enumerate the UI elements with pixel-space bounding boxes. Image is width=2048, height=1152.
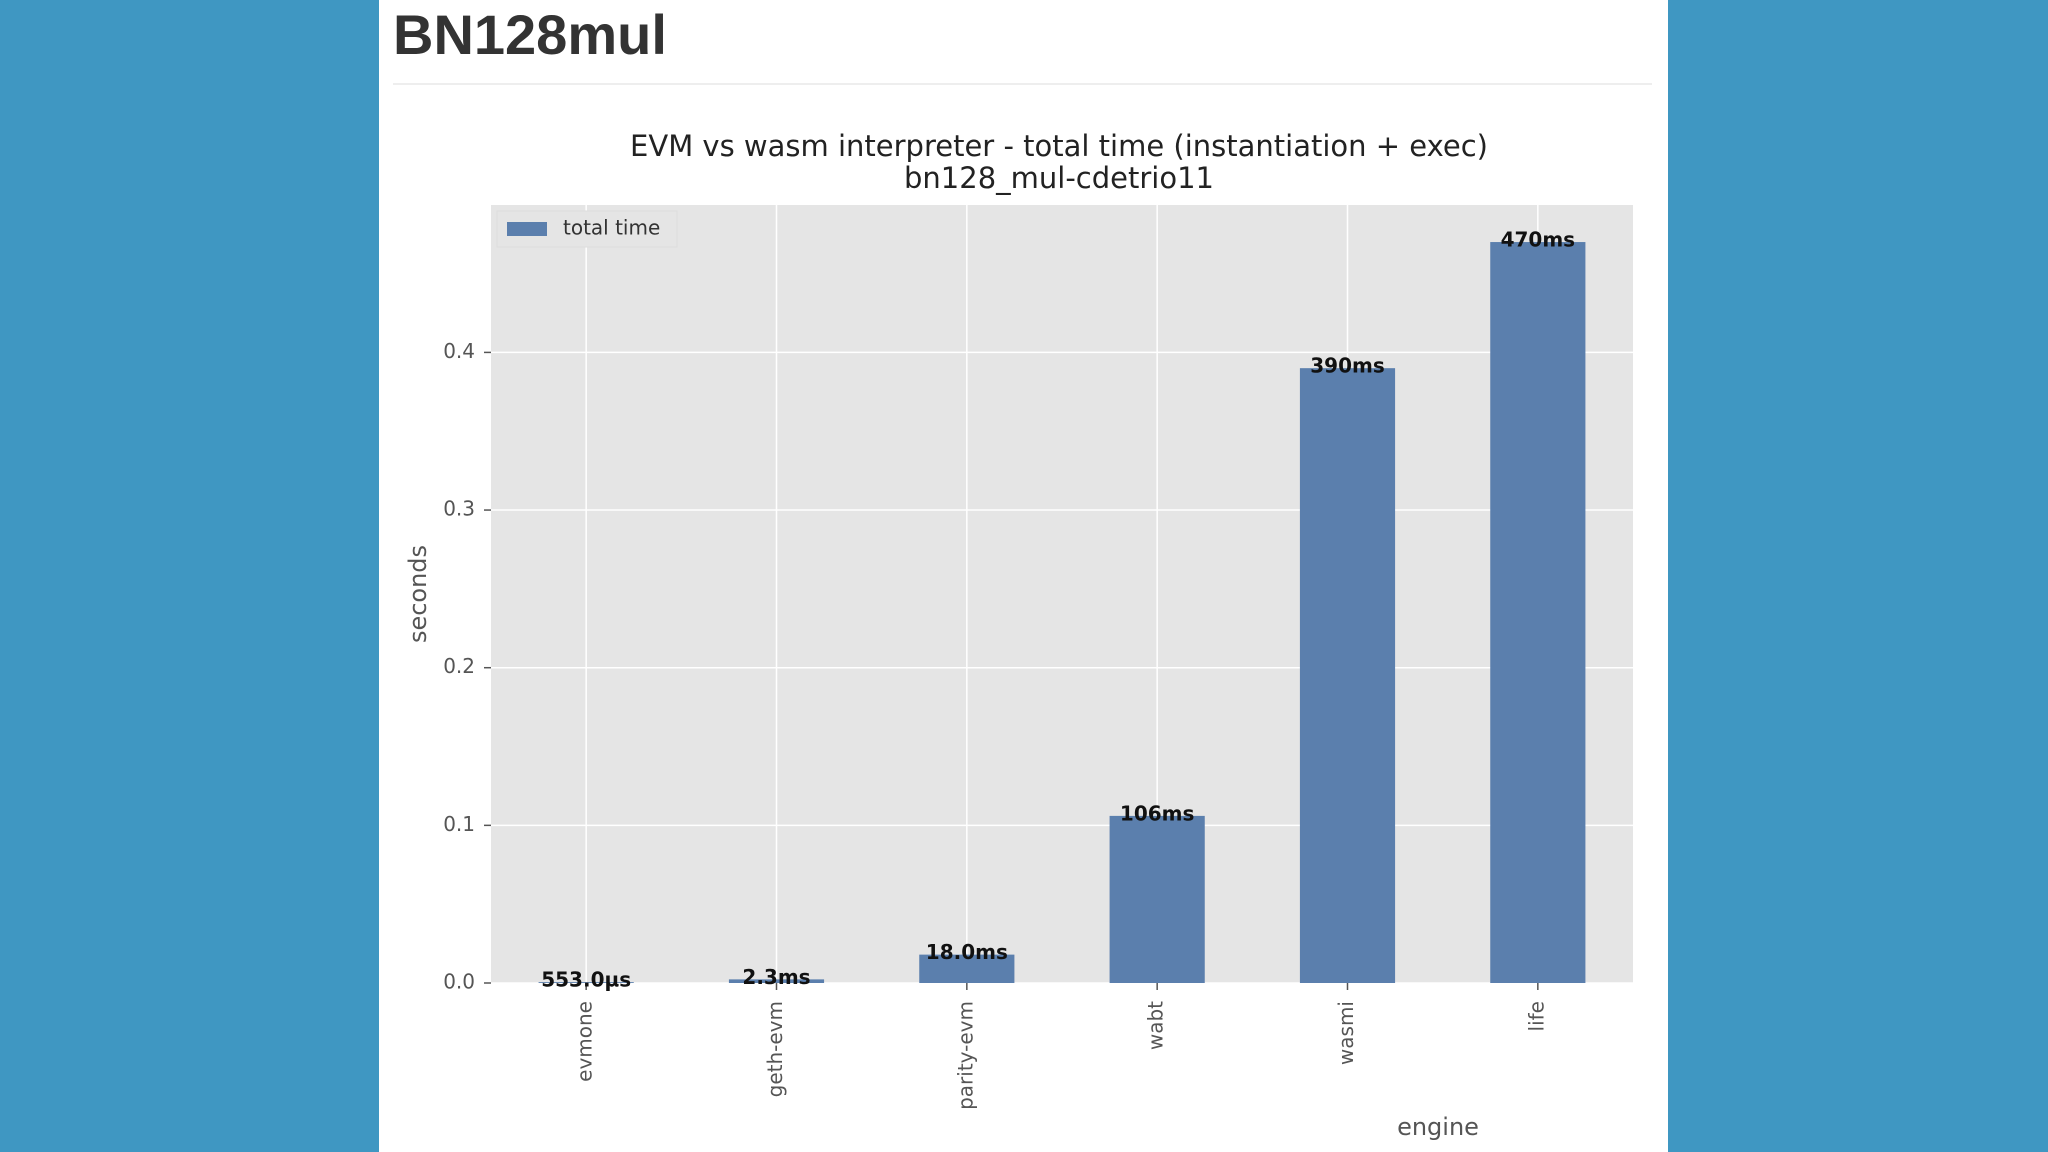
- plot-area: [491, 205, 1633, 983]
- data-label: 106ms: [1120, 801, 1195, 825]
- data-label: 2.3ms: [742, 965, 810, 989]
- y-tick-label: 0.0: [443, 970, 475, 994]
- bar: [1299, 368, 1396, 983]
- legend-swatch: [507, 222, 547, 236]
- chart: EVM vs wasm interpreter - total time (in…: [404, 129, 1633, 1141]
- data-label: 553.0µs: [541, 968, 631, 992]
- chart-title: EVM vs wasm interpreter - total time (in…: [630, 129, 1488, 163]
- y-tick-label: 0.2: [443, 654, 475, 678]
- x-tick-label: wasmi: [1334, 1001, 1358, 1065]
- bar: [1109, 815, 1205, 983]
- chart-subtitle: bn128_mul-cdetrio11: [904, 161, 1214, 195]
- x-tick-label: parity-evm: [953, 1001, 977, 1110]
- y-axis-label: seconds: [404, 545, 432, 643]
- data-label: 470ms: [1501, 228, 1576, 252]
- x-tick-label: evmone: [573, 1001, 597, 1082]
- bar: [919, 954, 1015, 983]
- bar: [728, 979, 825, 983]
- bar: [1490, 242, 1586, 984]
- y-tick-label: 0.4: [443, 339, 475, 363]
- x-tick-label: geth-evm: [763, 1001, 787, 1097]
- legend-label: total time: [563, 216, 660, 240]
- data-label: 390ms: [1310, 354, 1385, 378]
- divider: [393, 83, 1652, 85]
- y-tick-label: 0.1: [443, 812, 475, 836]
- x-tick-label: life: [1524, 1001, 1548, 1031]
- bar: [538, 982, 634, 983]
- content-panel: BN128mul EVM vs wasm interpreter - total…: [379, 0, 1668, 1152]
- data-label: 18.0ms: [926, 940, 1008, 964]
- y-tick-label: 0.3: [443, 497, 475, 521]
- heading: BN128mul: [393, 3, 667, 66]
- x-tick-label: wabt: [1144, 1001, 1168, 1050]
- x-axis-label: engine: [1397, 1113, 1479, 1141]
